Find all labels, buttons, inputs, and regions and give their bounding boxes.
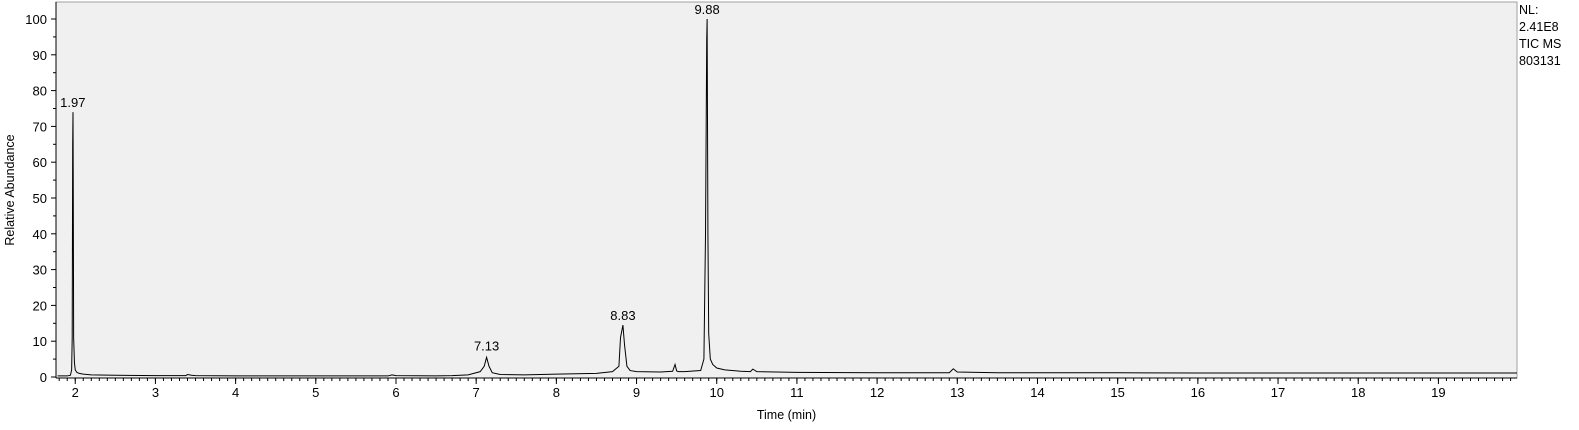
y-tick-label: 0 <box>40 370 47 385</box>
x-tick-label: 10 <box>710 385 724 400</box>
y-tick-label: 60 <box>33 155 47 170</box>
x-tick-label: 5 <box>312 385 319 400</box>
info-line: NL: <box>1519 3 1538 17</box>
plot-area <box>55 1 1518 379</box>
x-tick-label: 3 <box>152 385 159 400</box>
x-tick-label: 13 <box>950 385 964 400</box>
y-tick-label: 80 <box>33 84 47 99</box>
peak-label: 9.88 <box>694 2 719 17</box>
y-tick-label: 90 <box>33 48 47 63</box>
peak-labels: 1.97 7.13 8.83 9.88 <box>60 2 720 354</box>
x-tick-label: 18 <box>1351 385 1365 400</box>
x-tick-label: 8 <box>553 385 560 400</box>
y-axis: 0 10 20 30 40 50 60 70 80 90 100 <box>25 2 57 385</box>
x-tick-label: 11 <box>790 385 804 400</box>
x-tick-label: 16 <box>1191 385 1205 400</box>
peak-label: 7.13 <box>474 339 499 354</box>
info-line: TIC MS <box>1519 37 1561 51</box>
y-axis-title: Relative Abundance <box>3 134 17 245</box>
y-tick-label: 30 <box>33 263 47 278</box>
y-tick-label: 70 <box>33 119 47 134</box>
y-tick-label: 40 <box>33 227 47 242</box>
peak-label: 1.97 <box>60 95 85 110</box>
y-tick-label: 100 <box>25 12 47 27</box>
x-tick-label: 12 <box>870 385 884 400</box>
y-tick-label: 50 <box>33 191 47 206</box>
y-tick-label: 20 <box>33 298 47 313</box>
info-line: 803131 <box>1519 54 1561 68</box>
x-tick-label: 2 <box>72 385 79 400</box>
info-box: NL: 2.41E8 TIC MS 803131 <box>1519 3 1561 68</box>
x-tick-label: 14 <box>1030 385 1044 400</box>
x-tick-label: 15 <box>1110 385 1124 400</box>
info-line: 2.41E8 <box>1519 20 1559 34</box>
x-axis: 2 3 4 5 6 7 8 9 10 11 12 13 14 15 16 17 18 19 <box>56 377 1517 400</box>
x-tick-label: 9 <box>633 385 640 400</box>
x-tick-label: 7 <box>473 385 480 400</box>
x-axis-title: Time (min) <box>757 408 816 422</box>
peak-label: 8.83 <box>610 308 635 323</box>
y-tick-label: 10 <box>33 334 47 349</box>
tic-trace-line <box>57 18 1517 377</box>
x-tick-label: 19 <box>1431 385 1445 400</box>
x-tick-label: 6 <box>392 385 399 400</box>
x-tick-label: 4 <box>232 385 239 400</box>
x-tick-label: 17 <box>1271 385 1285 400</box>
